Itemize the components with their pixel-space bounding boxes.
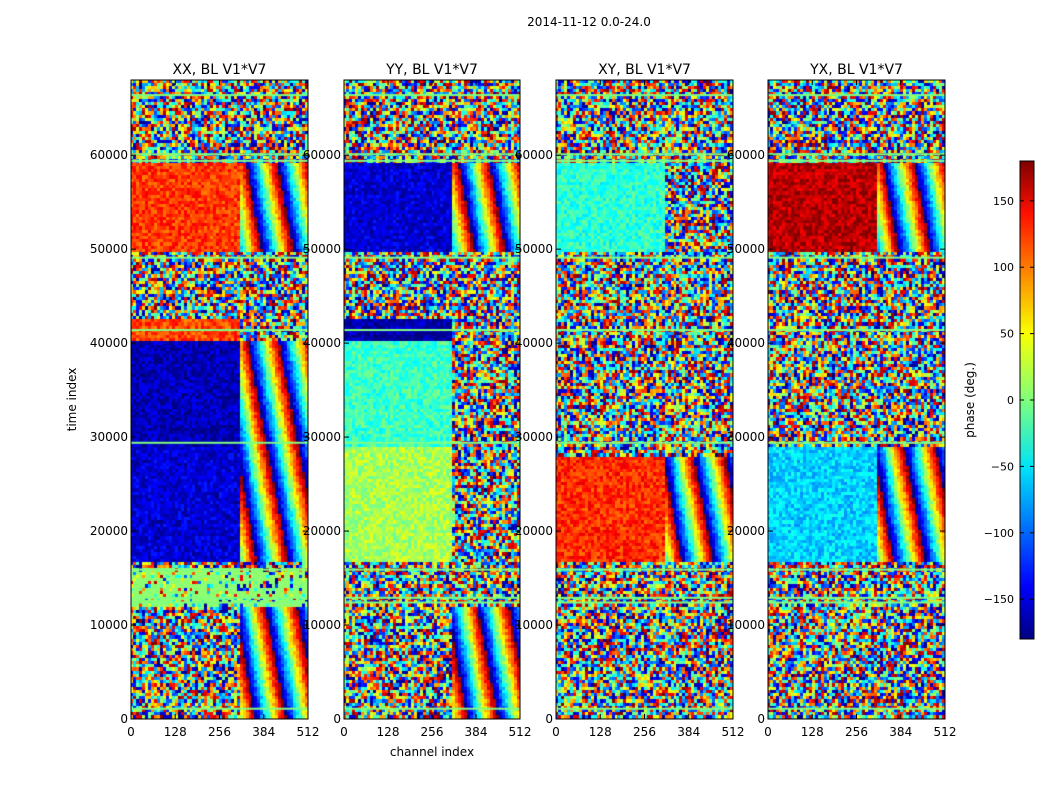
panel-1: XX, BL V1*V7 0 128 256 384 512 0 10000 20000 3000… bbox=[65, 62, 319, 739]
y-axis-label: time index bbox=[65, 368, 79, 432]
y-tick-label: 0 bbox=[757, 712, 765, 726]
heatmap-image bbox=[131, 80, 308, 719]
x-tick-label: 384 bbox=[465, 725, 488, 739]
y-tick-label: 60000 bbox=[727, 148, 765, 162]
y-tick-label: 40000 bbox=[727, 336, 765, 350]
x-tick-label: 384 bbox=[889, 725, 912, 739]
x-tick-label: 512 bbox=[509, 725, 532, 739]
colorbar-tick-label: −50 bbox=[991, 460, 1014, 473]
y-tick-label: 50000 bbox=[303, 242, 341, 256]
y-tick-label: 0 bbox=[545, 712, 553, 726]
panel-4: YX, BL V1*V7 0 128 256 384 512 0 10000 20000 3000… bbox=[727, 62, 957, 739]
y-tick-label: 10000 bbox=[727, 618, 765, 632]
colorbar-label: phase (deg.) bbox=[963, 362, 977, 438]
x-tick-label: 384 bbox=[677, 725, 700, 739]
x-tick-label: 512 bbox=[722, 725, 745, 739]
heatmap-image bbox=[556, 80, 733, 719]
colorbar-tick-label: −150 bbox=[984, 593, 1014, 606]
y-tick-label: 50000 bbox=[90, 242, 128, 256]
y-tick-label: 40000 bbox=[515, 336, 553, 350]
x-tick-label: 512 bbox=[934, 725, 957, 739]
y-tick-label: 50000 bbox=[515, 242, 553, 256]
panel-2: YY, BL V1*V7 0 128 256 384 512 0 10000 20000 3000… bbox=[303, 62, 532, 759]
x-tick-label: 0 bbox=[764, 725, 772, 739]
y-tick-label: 40000 bbox=[90, 336, 128, 350]
y-tick-label: 20000 bbox=[727, 524, 765, 538]
x-tick-label: 128 bbox=[164, 725, 187, 739]
y-tick-label: 30000 bbox=[90, 430, 128, 444]
y-tick-label: 60000 bbox=[515, 148, 553, 162]
x-tick-label: 128 bbox=[377, 725, 400, 739]
panel-title: YX, BL V1*V7 bbox=[809, 62, 903, 78]
y-tick-label: 30000 bbox=[303, 430, 341, 444]
colorbar-tick-label: −100 bbox=[984, 527, 1014, 540]
x-tick-label: 256 bbox=[633, 725, 656, 739]
colorbar-tick-label: 0 bbox=[1007, 394, 1014, 407]
x-tick-label: 256 bbox=[421, 725, 444, 739]
heatmap-image bbox=[344, 80, 520, 719]
y-tick-label: 10000 bbox=[515, 618, 553, 632]
y-tick-label: 10000 bbox=[303, 618, 341, 632]
x-tick-label: 256 bbox=[845, 725, 868, 739]
y-tick-label: 60000 bbox=[303, 148, 341, 162]
y-tick-label: 0 bbox=[333, 712, 341, 726]
y-tick-label: 60000 bbox=[90, 148, 128, 162]
x-tick-label: 128 bbox=[589, 725, 612, 739]
x-axis-label: channel index bbox=[390, 745, 474, 759]
x-tick-label: 256 bbox=[208, 725, 231, 739]
y-tick-label: 30000 bbox=[727, 430, 765, 444]
colorbar: 150 100 50 0 −50 −100 −150 phase (deg.) bbox=[963, 160, 1035, 640]
y-tick-label: 20000 bbox=[90, 524, 128, 538]
x-tick-label: 0 bbox=[552, 725, 560, 739]
y-tick-label: 0 bbox=[120, 712, 128, 726]
x-tick-label: 128 bbox=[801, 725, 824, 739]
y-tick-label: 40000 bbox=[303, 336, 341, 350]
y-tick-label: 20000 bbox=[515, 524, 553, 538]
colorbar-tick-label: 150 bbox=[993, 195, 1014, 208]
x-tick-label: 0 bbox=[127, 725, 135, 739]
colorbar-tick-label: 100 bbox=[993, 261, 1014, 274]
y-tick-label: 10000 bbox=[90, 618, 128, 632]
x-tick-label: 512 bbox=[297, 725, 320, 739]
figure-title: 2014-11-12 0.0-24.0 bbox=[527, 15, 651, 29]
panel-title: YY, BL V1*V7 bbox=[385, 62, 478, 78]
y-tick-label: 20000 bbox=[303, 524, 341, 538]
panel-title: XY, BL V1*V7 bbox=[598, 62, 691, 78]
colorbar-tick-label: 50 bbox=[1000, 328, 1014, 341]
y-tick-label: 30000 bbox=[515, 430, 553, 444]
x-tick-label: 0 bbox=[340, 725, 348, 739]
y-tick-label: 50000 bbox=[727, 242, 765, 256]
panel-3: XY, BL V1*V7 0 128 256 384 512 0 10000 20000 3000… bbox=[515, 62, 745, 739]
heatmap-image bbox=[768, 80, 945, 719]
x-tick-label: 384 bbox=[252, 725, 275, 739]
panel-title: XX, BL V1*V7 bbox=[173, 62, 267, 78]
